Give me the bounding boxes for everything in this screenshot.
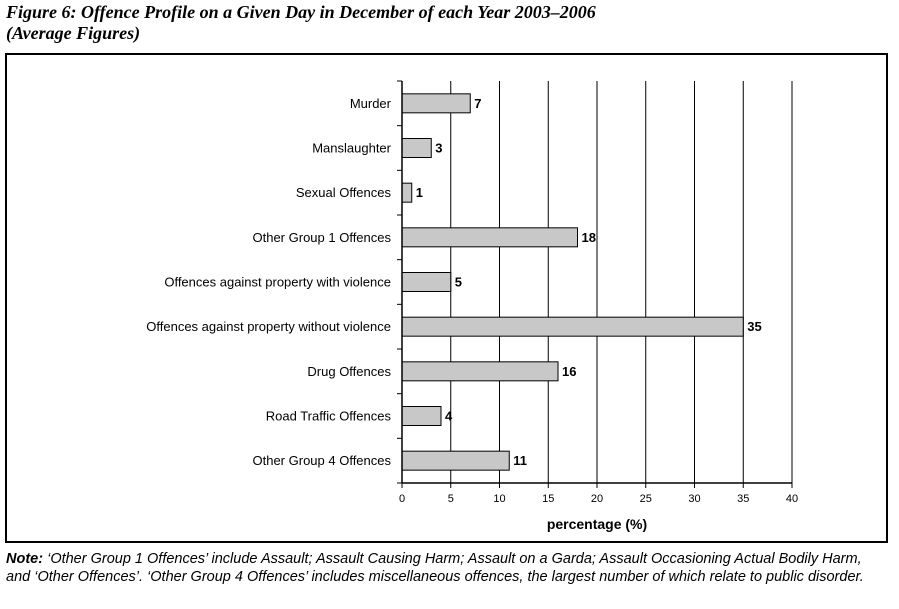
x-axis-title: percentage (%) <box>547 516 647 532</box>
axes <box>397 80 793 488</box>
category-label: Sexual Offences <box>296 185 392 200</box>
data-label: 18 <box>582 230 596 245</box>
x-tick-label: 25 <box>640 493 652 505</box>
data-label: 3 <box>435 141 442 156</box>
x-tick-label: 40 <box>786 493 798 505</box>
category-label: Murder <box>350 96 392 111</box>
bar <box>401 93 471 114</box>
figure-title: Figure 6: Offence Profile on a Given Day… <box>6 2 886 44</box>
figure-title-line-2: (Average Figures) <box>6 23 141 43</box>
chart-note: Note: ‘Other Group 1 Offences’ include A… <box>6 550 886 586</box>
x-tick-label: 35 <box>737 493 749 505</box>
category-label: Other Group 4 Offences <box>253 453 392 468</box>
chart-frame: 0 5 10 15 20 25 30 35 40 Murder 7 Manslaughter 3 Sexu… <box>5 53 888 543</box>
data-label: 7 <box>474 96 481 111</box>
category-label: Road Traffic Offences <box>266 409 392 424</box>
x-tick-label: 0 <box>399 493 405 505</box>
x-tick-label: 30 <box>688 493 700 505</box>
gridlines <box>450 81 793 483</box>
bar <box>401 316 744 337</box>
note-label: Note: <box>6 551 44 567</box>
bar <box>401 227 578 248</box>
bar <box>401 182 413 203</box>
bar <box>401 272 452 292</box>
category-label: Manslaughter <box>312 141 391 156</box>
data-label: 11 <box>513 453 527 468</box>
x-tick-label: 10 <box>493 493 505 505</box>
bar <box>401 361 559 382</box>
x-tick-label: 15 <box>542 493 554 505</box>
category-label: Drug Offences <box>307 364 391 379</box>
bar <box>401 406 442 426</box>
x-tick-label: 20 <box>591 493 603 505</box>
data-label: 16 <box>562 364 576 379</box>
data-label: 35 <box>747 319 761 334</box>
data-label: 4 <box>445 409 453 424</box>
note-text: ‘Other Group 1 Offences’ include Assault… <box>6 551 864 585</box>
x-tick-label: 5 <box>448 493 454 505</box>
category-label: Other Group 1 Offences <box>253 230 392 245</box>
figure-title-line-1: Figure 6: Offence Profile on a Given Day… <box>6 2 596 22</box>
data-label: 5 <box>455 275 462 290</box>
data-label: 1 <box>416 185 423 200</box>
category-label: Offences against property with violence <box>164 275 391 290</box>
bar <box>401 138 432 158</box>
category-label: Offences against property without violen… <box>146 319 391 334</box>
bars <box>401 93 744 471</box>
bar <box>401 450 510 471</box>
